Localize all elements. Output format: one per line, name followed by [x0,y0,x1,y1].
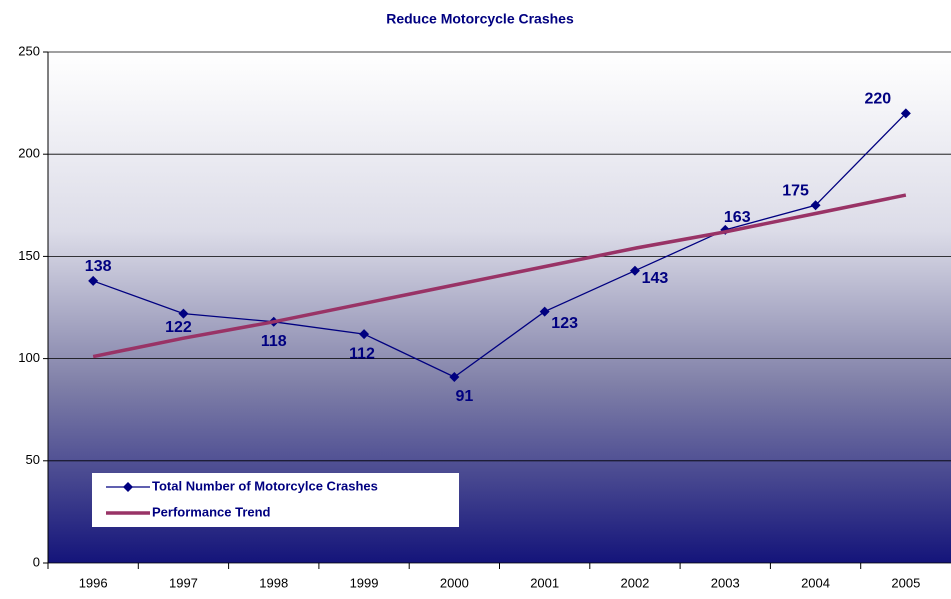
series-line [92,193,907,359]
x-tick-label: 1999 [350,575,379,590]
marker [449,371,460,382]
data-label: 220 [864,91,891,108]
x-tick-label: 1996 [79,575,108,590]
x-tick-label: 2004 [801,575,830,590]
data-label: 112 [349,345,375,362]
x-tick-label: 1998 [259,575,288,590]
data-label: 138 [85,258,112,275]
x-tick-label: 2005 [891,575,920,590]
x-tick-label: 2001 [530,575,559,590]
series-line [92,112,907,378]
marker [810,200,821,211]
legend-label: Total Number of Motorcylce Crashes [152,478,378,493]
y-tick-label: 50 [26,452,40,467]
data-label: 175 [782,183,809,200]
marker [88,275,99,286]
data-label: 123 [551,315,578,332]
marker [629,265,640,276]
y-tick-label: 200 [18,146,40,161]
x-tick-label: 2002 [620,575,649,590]
marker [359,329,370,340]
marker [900,108,911,119]
marker [178,308,189,319]
x-tick-label: 2000 [440,575,469,590]
legend [92,473,459,527]
y-tick-label: 150 [18,248,40,263]
legend-marker [123,482,133,492]
data-label: 122 [165,319,192,336]
data-label: 91 [455,388,473,405]
y-tick-label: 250 [18,43,40,58]
data-label: 118 [261,333,287,350]
marker [539,306,550,317]
chart-title: Reduce Motorcycle Crashes [386,11,574,27]
data-label: 143 [642,270,669,287]
x-tick-label: 1997 [169,575,198,590]
x-tick-label: 2003 [711,575,740,590]
y-tick-label: 100 [18,350,40,365]
legend-label: Performance Trend [152,504,271,519]
data-label: 163 [724,209,751,226]
y-tick-label: 0 [33,554,40,569]
